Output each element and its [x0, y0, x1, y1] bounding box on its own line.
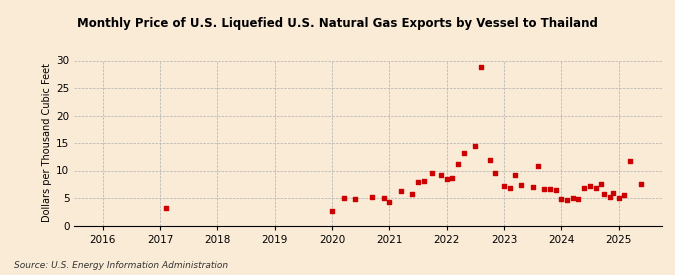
- Point: [608, 191, 618, 195]
- Point: [396, 189, 406, 194]
- Y-axis label: Dollars per Thousand Cubic Feet: Dollars per Thousand Cubic Feet: [42, 64, 52, 222]
- Point: [161, 206, 171, 210]
- Point: [596, 182, 607, 186]
- Point: [458, 151, 469, 156]
- Point: [624, 159, 635, 163]
- Point: [418, 179, 429, 183]
- Point: [384, 200, 395, 204]
- Point: [499, 184, 510, 188]
- Point: [484, 157, 495, 162]
- Point: [412, 179, 423, 184]
- Point: [510, 173, 521, 178]
- Point: [435, 173, 446, 177]
- Point: [516, 183, 526, 188]
- Point: [533, 163, 544, 168]
- Point: [605, 195, 616, 200]
- Point: [599, 191, 610, 196]
- Point: [427, 171, 437, 175]
- Point: [470, 144, 481, 148]
- Point: [453, 162, 464, 166]
- Point: [504, 186, 515, 190]
- Point: [585, 184, 595, 188]
- Point: [407, 191, 418, 196]
- Point: [619, 193, 630, 197]
- Text: Monthly Price of U.S. Liquefied U.S. Natural Gas Exports by Vessel to Thailand: Monthly Price of U.S. Liquefied U.S. Nat…: [77, 16, 598, 29]
- Point: [636, 182, 647, 186]
- Point: [490, 171, 501, 175]
- Point: [327, 209, 338, 213]
- Point: [527, 185, 538, 189]
- Point: [556, 197, 566, 201]
- Point: [350, 196, 360, 201]
- Point: [578, 185, 589, 190]
- Point: [544, 186, 555, 191]
- Point: [539, 187, 549, 191]
- Point: [441, 177, 452, 181]
- Point: [338, 196, 349, 200]
- Point: [447, 176, 458, 180]
- Point: [378, 196, 389, 200]
- Point: [476, 65, 487, 69]
- Point: [367, 195, 377, 200]
- Point: [567, 196, 578, 200]
- Point: [590, 186, 601, 190]
- Point: [613, 196, 624, 200]
- Point: [573, 196, 584, 201]
- Text: Source: U.S. Energy Information Administration: Source: U.S. Energy Information Administ…: [14, 260, 227, 270]
- Point: [550, 188, 561, 192]
- Point: [562, 197, 572, 202]
